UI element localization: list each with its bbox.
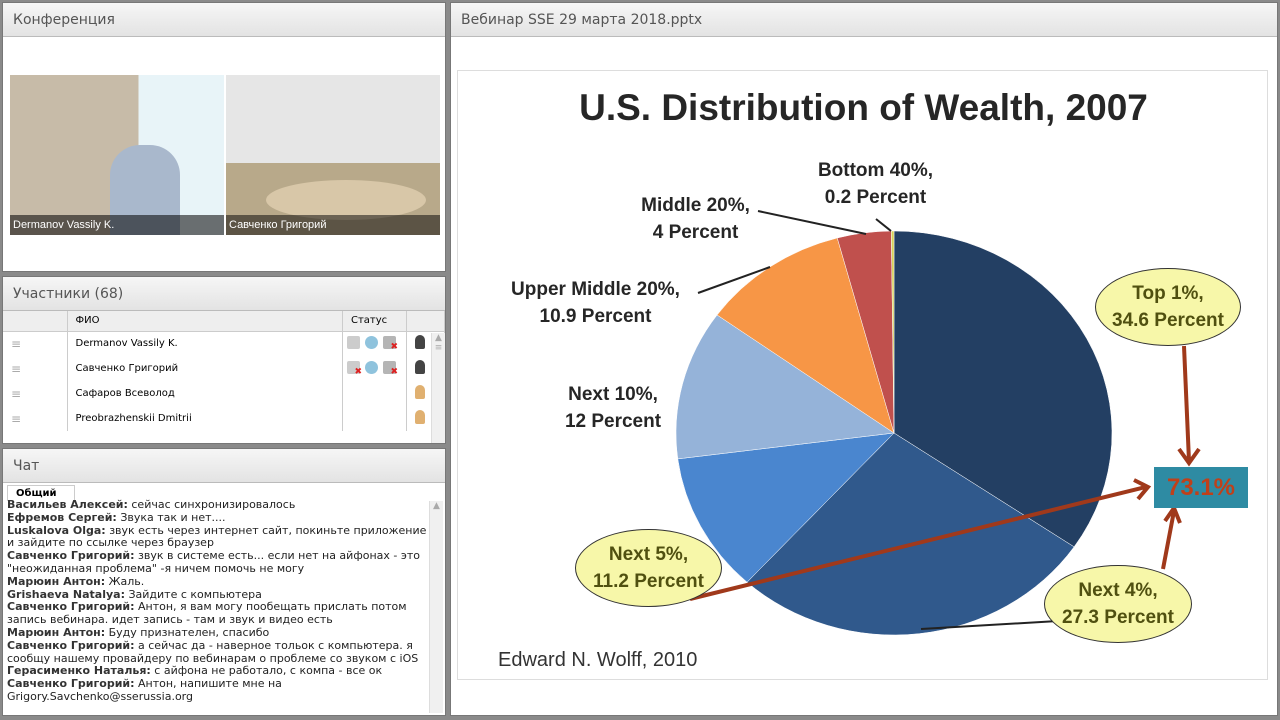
chat-author: Ефремов Сергей:: [7, 510, 117, 524]
chat-scrollbar[interactable]: ▲: [429, 501, 443, 713]
chat-author: Герасименко Наталья:: [7, 664, 151, 678]
screen-off-icon: ✖: [383, 335, 398, 352]
chat-message: Савченко Григорий: звук в системе есть..…: [7, 549, 429, 576]
chat-author: Савченко Григорий:: [7, 638, 135, 652]
total-box: 73.1%: [1154, 467, 1248, 508]
label-next5: Next 5%, 11.2 Percent: [575, 529, 722, 607]
participant-name: Сафаров Всеволод: [67, 381, 343, 406]
chat-text: Жаль.: [105, 574, 145, 588]
presenter-user-icon: [415, 335, 425, 350]
chat-author: Марюин Антон:: [7, 625, 106, 639]
chat-log: Васильев Алексей: сейчас синхронизировал…: [5, 499, 429, 711]
chat-title: Чат: [3, 449, 445, 483]
participants-scrollbar[interactable]: ▲ ≡: [431, 333, 445, 443]
chat-author: Савченко Григорий:: [7, 677, 135, 691]
participant-row[interactable]: ≡ Preobrazhenskii Dmitrii: [3, 406, 445, 431]
chat-tab-general[interactable]: Общий: [7, 485, 75, 501]
pie-slice: [677, 432, 895, 583]
participant-name: Савченко Григорий: [67, 356, 343, 381]
chat-message: Марюин Антон: Буду признателен, спасибо: [7, 625, 429, 640]
chat-text: Антон, я вам могу пообещать прислать пот…: [7, 600, 407, 627]
participants-panel: Участники (68) ФИО Статус ≡ Dermanov Vassi…: [2, 276, 446, 444]
presenter-user-icon: [415, 360, 425, 374]
column-status: Статус: [342, 311, 407, 332]
chat-message: Васильев Алексей: сейчас синхронизировал…: [7, 499, 429, 512]
label-middle20: Middle 20%, 4 Percent: [641, 195, 750, 243]
slide: U.S. Distribution of Wealth, 2007 Bottom…: [457, 70, 1268, 680]
source-note: Edward N. Wolff, 2010: [498, 649, 698, 671]
chat-message: Марюин Антон: Жаль.: [7, 574, 429, 589]
mic-active-icon: [347, 335, 360, 349]
chat-text: с айфона не работало, с компа - все ок: [150, 664, 383, 678]
chat-message: Grishaeva Natalya: Зайдите с компьютера: [7, 587, 429, 602]
chat-message: Герасименко Наталья: с айфона не работал…: [7, 664, 429, 678]
conference-panel: Конференция Dermanov Vassily K. Савченко…: [2, 2, 446, 272]
label-upper-middle20: Upper Middle 20%, 10.9 Percent: [511, 279, 680, 327]
participant-row[interactable]: ≡ Савченко Григорий ✖ ✖: [3, 356, 445, 381]
webcam-icon: [365, 360, 378, 374]
presentation-title: Вебинар SSE 29 марта 2018.pptx: [451, 3, 1277, 37]
pie-slice: [746, 432, 1075, 636]
conference-title: Конференция: [3, 3, 445, 37]
chat-text: Зайдите с компьютера: [124, 587, 262, 601]
label-next4: Next 4%, 27.3 Percent: [1044, 565, 1192, 643]
chat-message: Luskalova Olga: звук есть через интернет…: [7, 523, 429, 551]
label-next10: Next 10%, 12 Percent: [564, 384, 662, 432]
participants-table: ФИО Статус ≡ Dermanov Vassily K. ✖ ≡ Савченко…: [3, 311, 445, 431]
chat-author: Савченко Григорий:: [7, 549, 135, 563]
participant-user-icon: [415, 410, 425, 424]
participant-row[interactable]: ≡ Dermanov Vassily K. ✖: [3, 331, 445, 356]
leader-line: [757, 210, 867, 235]
chat-panel: Чат Общий Васильев Алексей: сейчас синхр…: [2, 448, 446, 716]
mic-off-icon: ✖: [347, 360, 362, 377]
video-name: Dermanov Vassily K.: [13, 219, 115, 231]
chat-message: Савченко Григорий: Антон, я вам могу поо…: [7, 600, 429, 627]
drag-handle-icon[interactable]: ≡: [11, 386, 22, 401]
chart-title: U.S. Distribution of Wealth, 2007: [579, 87, 1148, 128]
label-top1: Top 1%, 34.6 Percent: [1095, 268, 1241, 346]
chat-text: сейчас синхронизировалось: [127, 499, 296, 511]
video-tile[interactable]: Савченко Григорий: [226, 75, 440, 235]
pie-chart: [675, 210, 1201, 636]
chat-author: Luskalova Olga:: [7, 523, 106, 537]
chat-author: Васильев Алексей:: [7, 499, 128, 511]
chat-message: Ефремов Сергей: Звука так и нет....: [7, 510, 429, 525]
chat-text: Звука так и нет....: [116, 510, 226, 524]
pie-slice: [893, 230, 1113, 548]
chat-message: Савченко Григорий: а сейчас да - наверно…: [7, 638, 429, 666]
participant-name: Preobrazhenskii Dmitrii: [67, 406, 343, 431]
arrow: [689, 478, 1152, 601]
participant-name: Dermanov Vassily K.: [67, 331, 343, 356]
video-tile[interactable]: Dermanov Vassily K.: [10, 75, 224, 235]
chat-text: а сейчас да - наверное тольок с компьюте…: [7, 638, 419, 665]
leader-line: [920, 620, 1059, 630]
chat-text: Буду признателен, спасибо: [105, 625, 270, 639]
video-name: Савченко Григорий: [229, 219, 327, 231]
screen-off-icon: ✖: [383, 360, 398, 377]
chat-message: Савченко Григорий: Антон, напишите мне н…: [7, 677, 429, 704]
label-bottom40: Bottom 40%, 0.2 Percent: [817, 160, 934, 208]
arrow: [1177, 345, 1201, 467]
pie-slice: [716, 237, 895, 434]
webcam-icon: [365, 335, 378, 349]
arrow: [1161, 503, 1182, 570]
drag-handle-icon[interactable]: ≡: [11, 336, 22, 351]
chat-text: звук есть через интернет сайт, покиньте …: [7, 523, 427, 550]
chat-text: Антон, напишите мне на Grigory.Savchenko…: [7, 677, 282, 703]
chat-author: Grishaeva Natalya:: [7, 587, 125, 601]
leader-line: [697, 266, 771, 294]
chat-text: звук в системе есть... если нет на айфон…: [7, 549, 421, 575]
chat-author: Савченко Григорий:: [7, 600, 135, 614]
chat-author: Марюин Антон:: [7, 574, 106, 588]
drag-handle-icon[interactable]: ≡: [11, 361, 22, 376]
drag-handle-icon[interactable]: ≡: [11, 411, 22, 426]
participant-user-icon: [415, 385, 425, 399]
participants-title: Участники (68): [3, 277, 445, 311]
pie-slice: [891, 230, 895, 434]
leader-line: [875, 218, 892, 232]
participant-row[interactable]: ≡ Сафаров Всеволод: [3, 381, 445, 406]
column-name: ФИО: [67, 311, 343, 332]
pie-slice: [675, 314, 895, 460]
